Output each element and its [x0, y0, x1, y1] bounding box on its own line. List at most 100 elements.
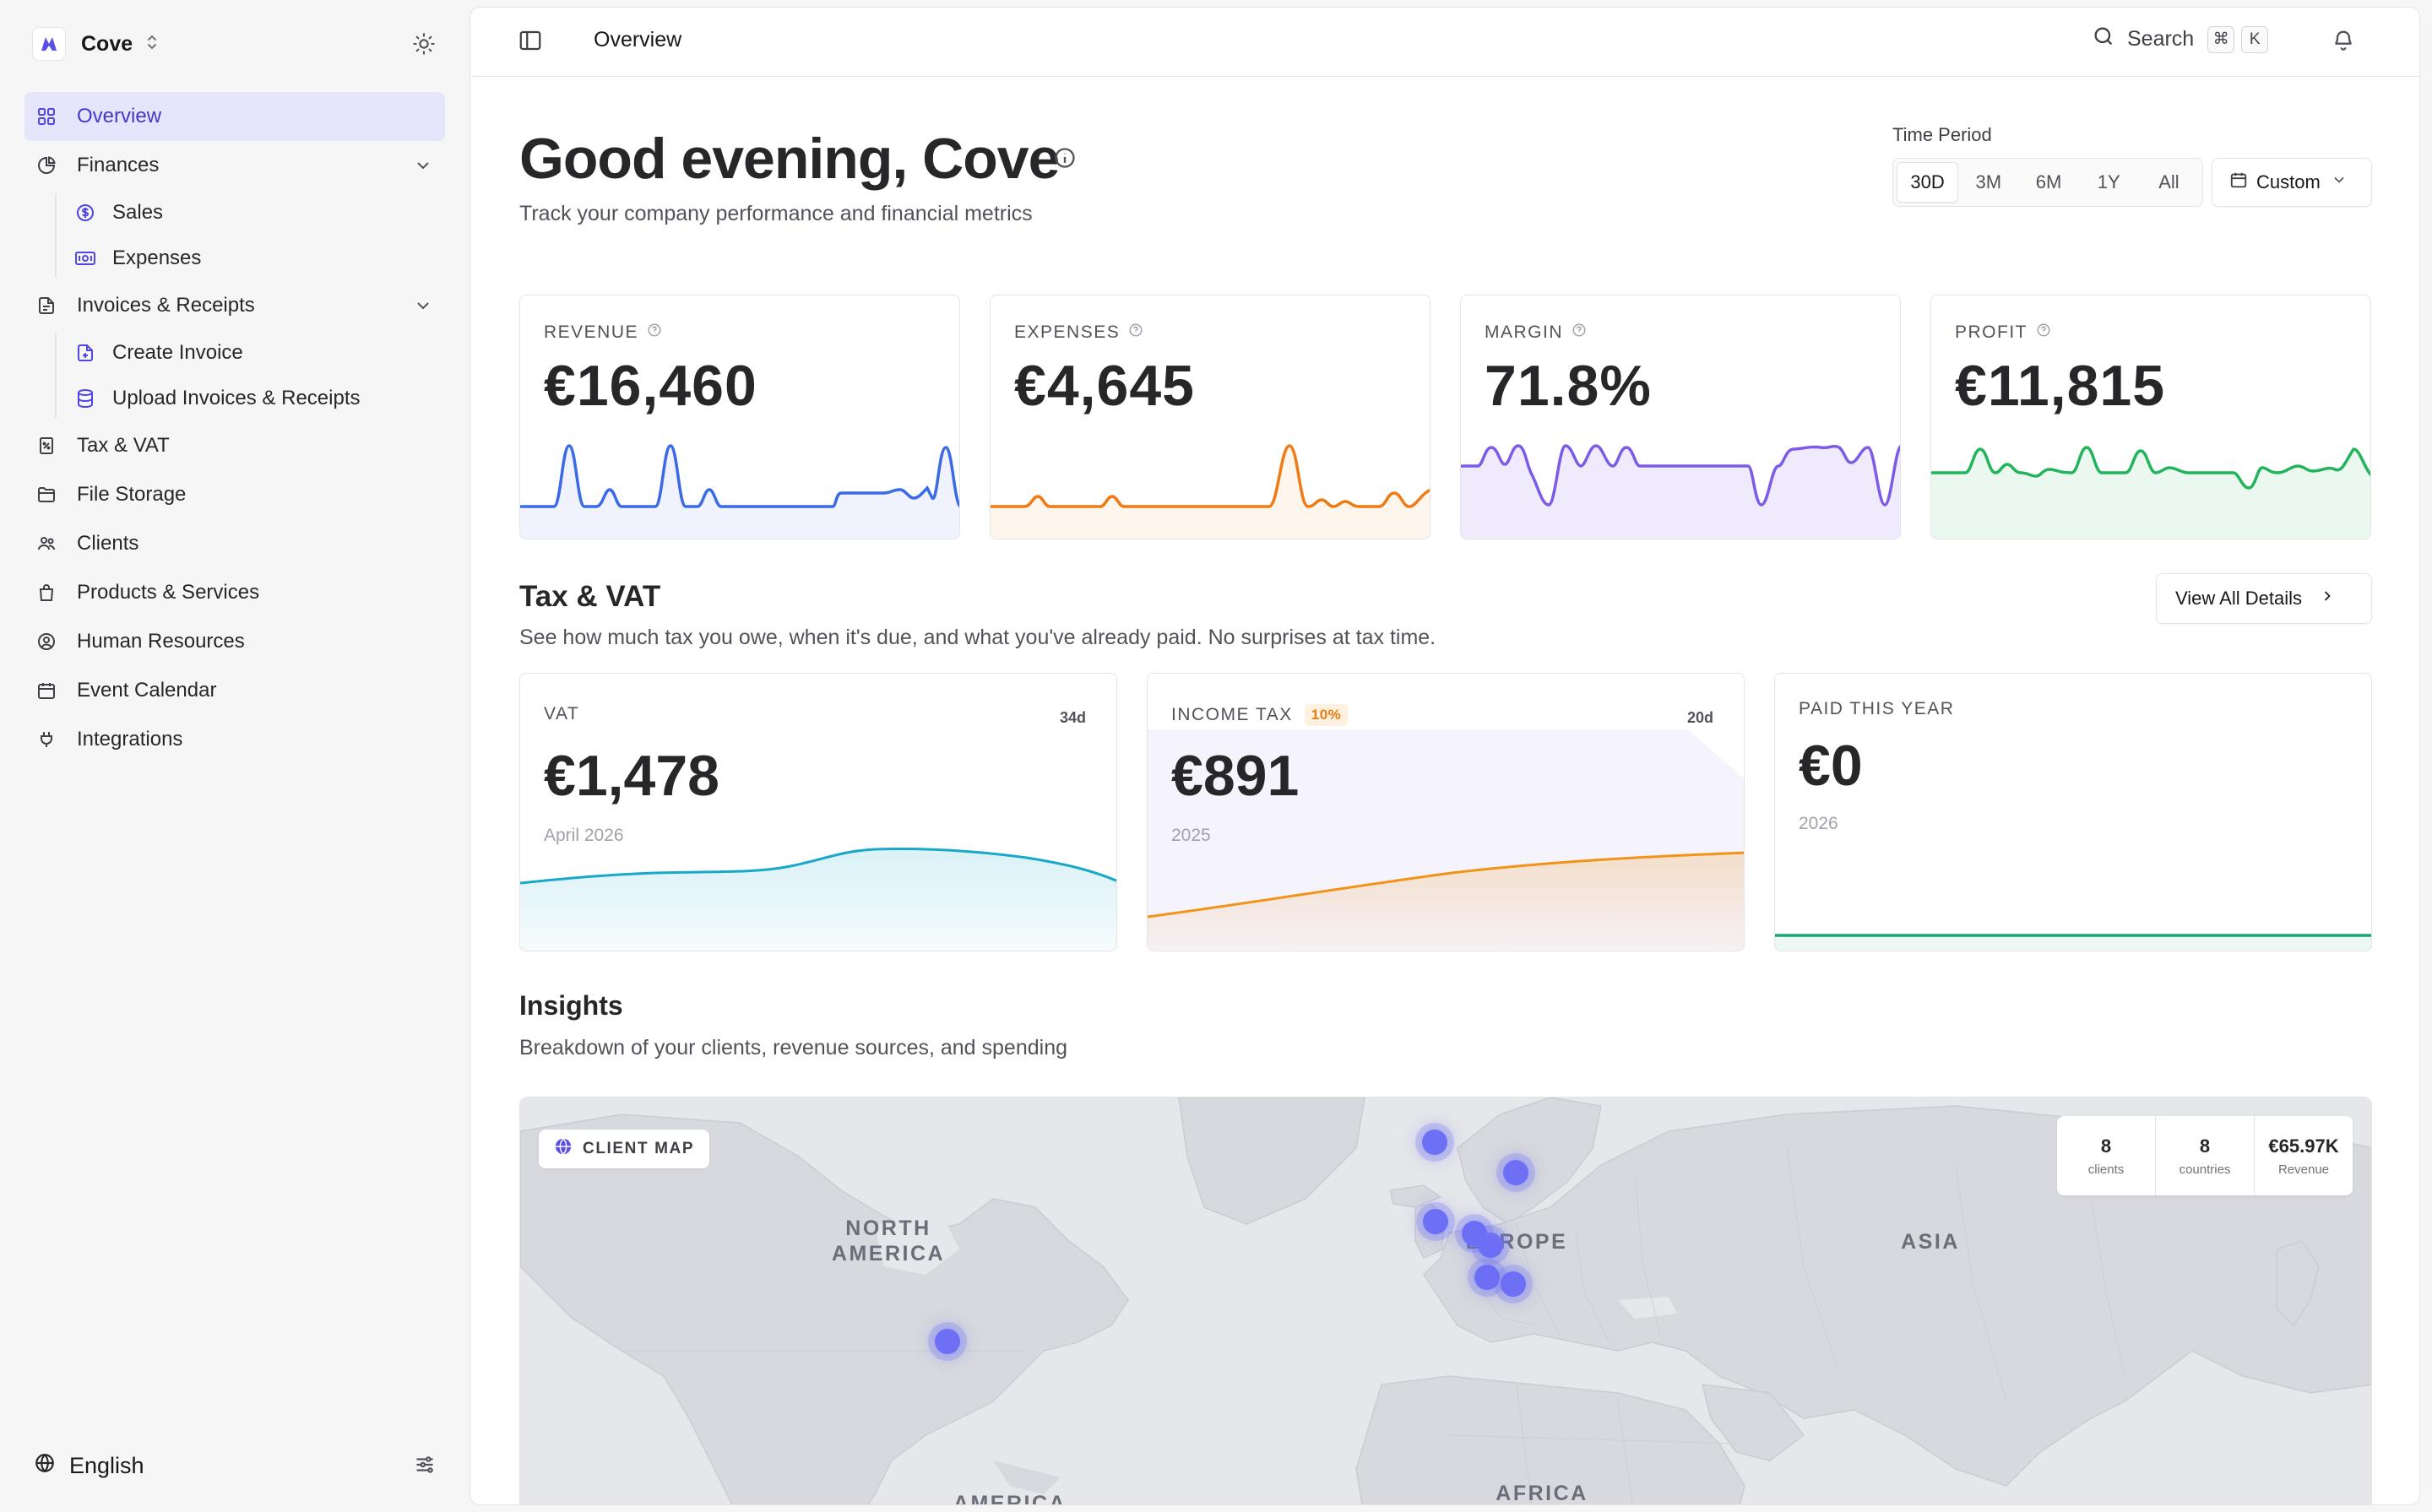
period-all[interactable]: All: [2158, 171, 2180, 192]
period-3m[interactable]: 3M: [1975, 171, 2002, 192]
stat-value: 8: [2199, 1135, 2211, 1157]
tax-card-period: 2026: [1799, 814, 1838, 833]
shopping-bag-icon: [35, 581, 58, 604]
globe-icon: [554, 1137, 573, 1161]
kpi-card-expenses[interactable]: EXPENSES €4,645: [990, 295, 1430, 539]
client-pin[interactable]: [1422, 1130, 1447, 1155]
sidebar-item-human-resources[interactable]: Human Resources: [24, 617, 445, 666]
kpi-name: PROFIT: [1955, 322, 2028, 342]
tax-card-period: April 2026: [544, 826, 624, 845]
due-days: 20d: [1686, 709, 1713, 726]
client-map[interactable]: CLIENT MAP 8 clients 8 countries €65.97K Re…: [519, 1097, 2372, 1504]
info-icon[interactable]: [1053, 146, 1077, 174]
tax-section-title: Tax & VAT: [519, 580, 661, 613]
tax-card-value: €1,478: [544, 744, 719, 808]
sidebar-item-label: Tax & VAT: [77, 434, 170, 457]
chevron-right-icon: [2319, 588, 2336, 610]
sliders-icon[interactable]: [414, 1454, 436, 1480]
help-icon[interactable]: [1128, 322, 1143, 343]
kpi-card-profit[interactable]: PROFIT €11,815: [1930, 295, 2371, 539]
client-pin[interactable]: [1503, 1160, 1528, 1185]
search-button[interactable]: Search ⌘ K: [2092, 24, 2269, 54]
region-label-north-america: NORTH AMERICA: [831, 1217, 946, 1265]
tax-card-period: 2025: [1171, 826, 1211, 845]
language-selector[interactable]: English: [34, 1452, 144, 1480]
theme-toggle-sun-icon[interactable]: [409, 29, 439, 59]
vat-area-chart: [520, 848, 1116, 951]
sidebar-item-label: Products & Services: [77, 581, 260, 604]
view-all-details-button[interactable]: View All Details: [2156, 573, 2372, 624]
sidebar-item-upload-invoices[interactable]: Upload Invoices & Receipts: [24, 376, 445, 421]
insights-title: Insights: [519, 990, 623, 1021]
tax-card-paid-this-year[interactable]: PAID THIS YEAR €0 2026: [1774, 673, 2372, 951]
stat-revenue: €65.97K Revenue: [2255, 1116, 2353, 1195]
sidebar-item-expenses[interactable]: Expenses: [24, 236, 445, 281]
sidebar-toggle-icon[interactable]: [518, 28, 543, 57]
stat-label: clients: [2087, 1162, 2125, 1177]
client-pin[interactable]: [1501, 1271, 1526, 1297]
help-icon[interactable]: [647, 322, 662, 343]
bell-icon[interactable]: [2332, 28, 2355, 56]
tax-rate-badge: 10%: [1304, 704, 1349, 726]
chevron-up-down-icon: [146, 33, 158, 56]
sidebar: Cove Overview Finances Sales Expenses: [0, 0, 470, 1512]
sidebar-item-tax-vat[interactable]: Tax & VAT: [24, 421, 445, 470]
sidebar-item-label: Clients: [77, 532, 139, 555]
custom-range-button[interactable]: Custom: [2212, 158, 2372, 207]
sidebar-item-label: Event Calendar: [77, 679, 217, 702]
globe-icon: [34, 1452, 56, 1480]
sidebar-item-event-calendar[interactable]: Event Calendar: [24, 666, 445, 715]
period-1y[interactable]: 1Y: [2097, 171, 2120, 192]
sidebar-item-clients[interactable]: Clients: [24, 519, 445, 568]
tax-card-name: VAT: [544, 704, 580, 723]
sidebar-item-label: Integrations: [77, 728, 183, 751]
user-circle-icon: [35, 630, 58, 653]
search-label: Search: [2127, 27, 2195, 51]
kpi-name: EXPENSES: [1014, 322, 1121, 342]
receipt-tax-icon: [35, 434, 58, 458]
sidebar-item-finances[interactable]: Finances: [24, 141, 445, 190]
kpi-card-revenue[interactable]: REVENUE €16,460: [519, 295, 960, 539]
sidebar-item-label: Create Invoice: [112, 341, 243, 364]
help-icon[interactable]: [2036, 322, 2051, 343]
client-pin[interactable]: [1478, 1233, 1503, 1258]
stat-value: 8: [2100, 1135, 2112, 1157]
help-icon[interactable]: [1572, 322, 1587, 343]
sidebar-item-label: Sales: [112, 201, 164, 224]
stat-label: countries: [2179, 1162, 2231, 1177]
sidebar-item-file-storage[interactable]: File Storage: [24, 470, 445, 519]
custom-range-label: Custom: [2256, 171, 2321, 192]
folder-icon: [35, 483, 58, 507]
breadcrumb: Overview: [594, 28, 682, 51]
banknote-icon: [73, 247, 97, 270]
view-all-label: View All Details: [2175, 588, 2302, 609]
stat-label: Revenue: [2277, 1162, 2330, 1177]
invoices-submenu: Create Invoice Upload Invoices & Receipt…: [24, 330, 445, 421]
client-map-label: CLIENT MAP: [583, 1140, 695, 1157]
tax-card-income-tax[interactable]: INCOME TAX 10% 20d €891 2025: [1147, 673, 1745, 951]
client-pin[interactable]: [935, 1329, 960, 1354]
sidebar-item-sales[interactable]: Sales: [24, 190, 445, 236]
chevron-down-icon[interactable]: [413, 295, 433, 322]
tax-card-vat[interactable]: VAT 34d €1,478 April 2026: [519, 673, 1117, 951]
workspace-switcher[interactable]: Cove: [32, 27, 158, 61]
sidebar-item-invoices-receipts[interactable]: Invoices & Receipts: [24, 281, 445, 330]
plug-icon: [35, 728, 58, 751]
sidebar-item-create-invoice[interactable]: Create Invoice: [24, 330, 445, 376]
sidebar-item-overview[interactable]: Overview: [24, 92, 445, 141]
users-icon: [35, 532, 58, 555]
period-6m[interactable]: 6M: [2035, 171, 2062, 192]
chevron-down-icon[interactable]: [413, 155, 433, 182]
sidebar-item-label: Human Resources: [77, 630, 245, 653]
period-30d[interactable]: 30D: [1897, 162, 1959, 203]
sidebar-item-products-services[interactable]: Products & Services: [24, 568, 445, 617]
client-pin[interactable]: [1474, 1265, 1500, 1290]
kpi-card-margin[interactable]: MARGIN 71.8%: [1460, 295, 1901, 539]
sidebar-item-label: File Storage: [77, 483, 187, 506]
stat-clients: 8 clients: [2057, 1116, 2156, 1195]
client-pin[interactable]: [1423, 1209, 1448, 1234]
sidebar-item-integrations[interactable]: Integrations: [24, 715, 445, 764]
income-tax-area-chart: [1148, 851, 1744, 951]
kbd-command: ⌘: [2207, 25, 2235, 53]
finances-submenu: Sales Expenses: [24, 190, 445, 281]
